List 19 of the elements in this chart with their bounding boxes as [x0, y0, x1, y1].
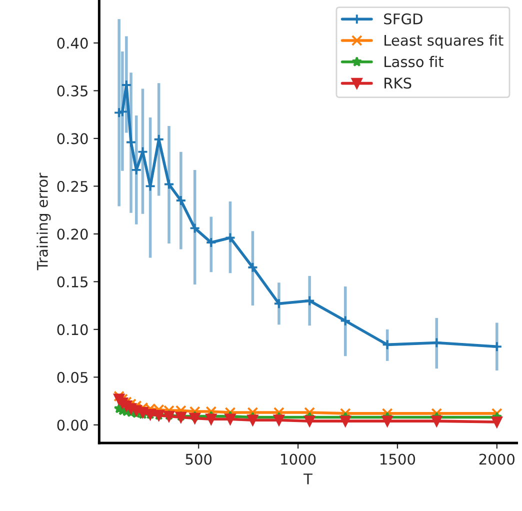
x-tick-label: 500: [186, 454, 212, 465]
y-tick-label: 0.00: [57, 420, 88, 431]
x-axis-title: T: [303, 474, 312, 484]
y-tick-label: 0.20: [57, 228, 88, 240]
legend-label: SFGD: [384, 13, 422, 24]
y-tick-label: 0.05: [57, 372, 88, 383]
y-tick-label: 0.30: [57, 133, 88, 144]
y-axis-title: Training error: [36, 172, 51, 270]
legend-label: Lasso fit: [384, 56, 444, 68]
x-tick-label: 1500: [380, 454, 416, 465]
y-tick-label: 0.10: [57, 324, 88, 336]
y-tick-label: 0.15: [57, 276, 88, 288]
legend-label: RKS: [384, 78, 412, 89]
x-tick-label: 1000: [281, 454, 316, 465]
legend-label: Least squares fit: [384, 34, 504, 49]
x-tick-label: 2000: [479, 454, 514, 465]
y-tick-label: 0.25: [57, 180, 88, 192]
y-tick-label: 0.40: [57, 38, 88, 49]
y-tick-label: 0.35: [57, 85, 88, 96]
